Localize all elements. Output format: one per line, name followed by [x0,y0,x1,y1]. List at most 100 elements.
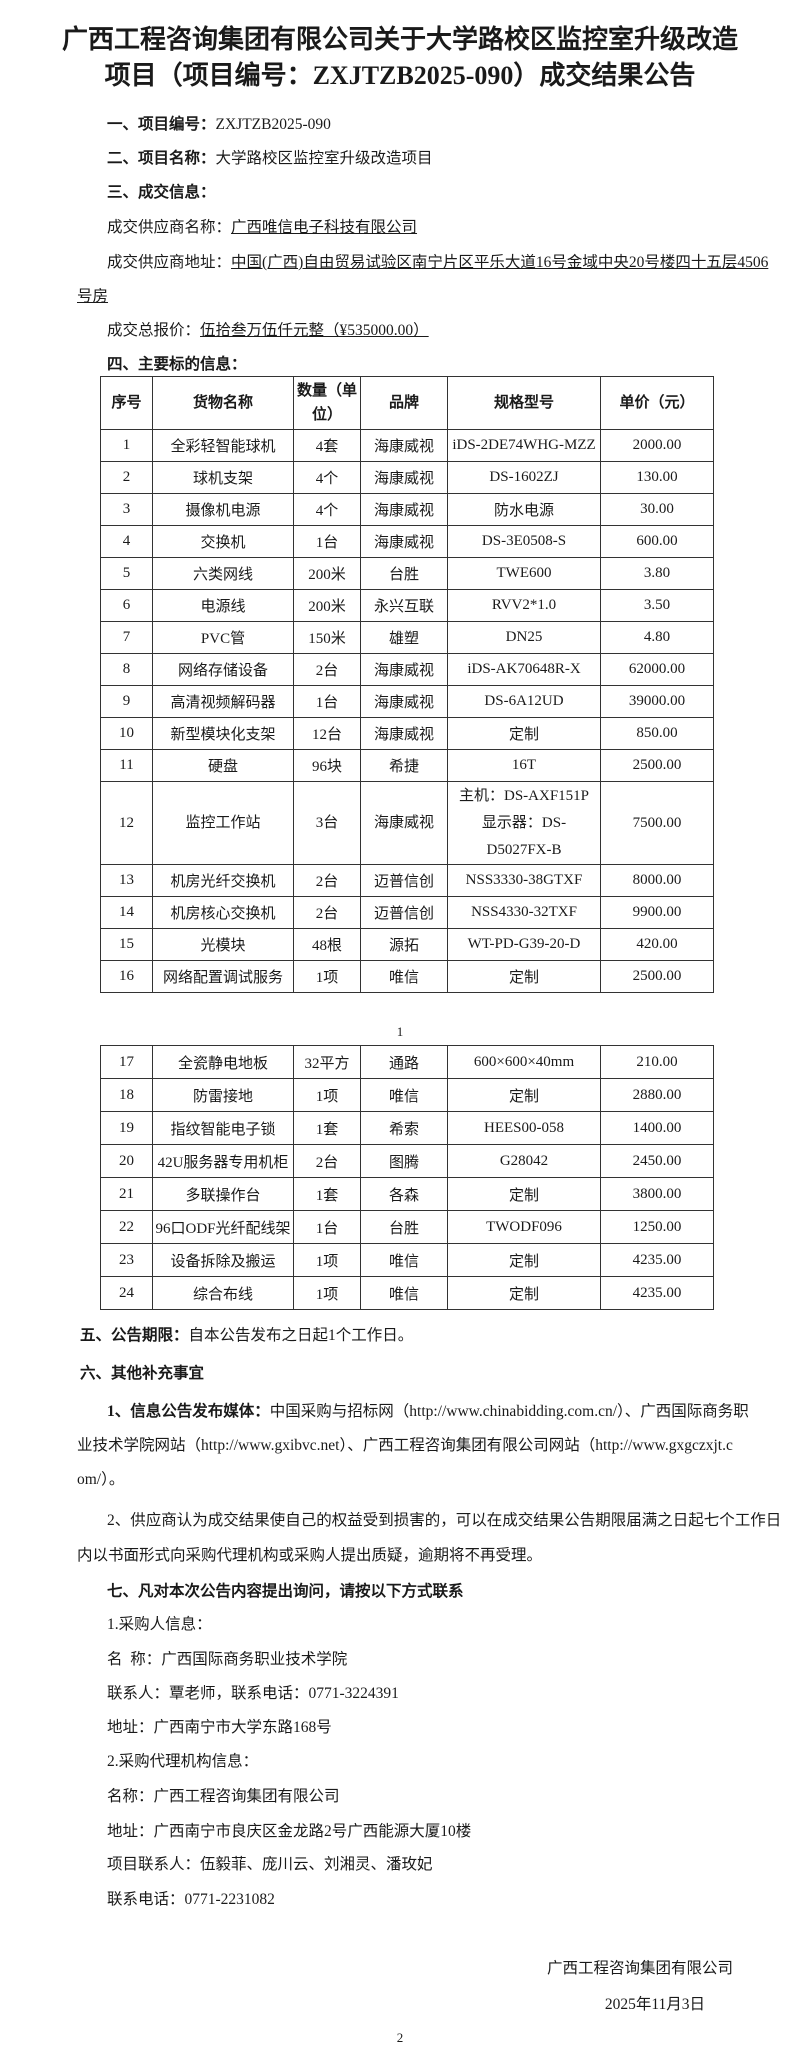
row-number-cell: 23 [100,1243,153,1277]
main-items-heading: 四、主要标的信息： [107,356,247,373]
model-cell: DS-6A12UD [447,685,601,718]
unit-price-cell: 4235.00 [600,1243,714,1277]
buyer-contact: 联系人：覃老师，联系电话：0771-3224391 [107,1685,399,1702]
item-name-cell: 全彩轻智能球机 [152,429,294,462]
items-table-page1: 序号 货物名称 数量（单位） 品牌 规格型号 单价（元） 1 全彩轻智能球机 4套 海康威视 iD… [100,376,714,993]
brand-cell: 永兴互联 [360,589,448,622]
quantity-cell: 4个 [293,493,361,526]
unit-price-cell: 2000.00 [600,429,714,462]
media-label: 1、信息公告发布媒体： [107,1403,270,1420]
model-cell: WT-PD-G39-20-D [447,928,601,961]
model-cell: 主机：DS-AXF151P 显示器：DS-D5027FX-B [447,781,601,865]
quantity-cell: 150米 [293,621,361,654]
signature-date: 2025年11月3日 [604,1996,705,2013]
project-number-label: 一、项目编号： [107,116,216,133]
other-matters-heading: 六、其他补充事宜 [80,1365,205,1382]
item-name-cell: 监控工作站 [152,781,294,865]
unit-price-cell: 420.00 [600,928,714,961]
table-row: 1 全彩轻智能球机 4套 海康威视 iDS-2DE74WHG-MZZ 2000.00 [100,429,714,462]
item-name-cell: 新型模块化支架 [152,717,294,750]
supplier-address-label: 成交供应商地址： [107,254,232,271]
quantity-cell: 1台 [293,1210,361,1244]
table-row: 22 96口ODF光纤配线架 1台 台胜 TWODF096 1250.00 [100,1210,714,1244]
brand-cell: 源拓 [360,928,448,961]
row-number-cell: 12 [100,781,153,865]
page-title: 广西工程咨询集团有限公司关于大学路校区监控室升级改造项目（项目编号：ZXJTZB… [61,25,738,90]
table-row: 4 交换机 1台 海康威视 DS-3E0508-S 600.00 [100,525,714,558]
column-header: 货物名称 [152,376,294,430]
item-name-cell: 高清视频解码器 [152,685,294,718]
table-row: 7 PVC管 150米 雄塑 DN25 4.80 [100,621,714,654]
table-row: 24 综合布线 1项 唯信 定制 4235.00 [100,1276,714,1310]
quantity-cell: 200米 [293,589,361,622]
unit-price-cell: 130.00 [600,461,714,494]
model-cell: 定制 [447,1078,601,1112]
objection-line-2: 内以书面形式向采购代理机构或采购人提出质疑，逾期将不再受理。 [77,1547,543,1564]
brand-cell: 唯信 [360,1243,448,1277]
brand-cell: 海康威视 [360,429,448,462]
page-number: 2 [396,2030,404,2045]
table-row: 9 高清视频解码器 1台 海康威视 DS-6A12UD 39000.00 [100,685,714,718]
brand-cell: 图腾 [360,1144,448,1178]
item-name-cell: 网络配置调试服务 [152,960,294,993]
item-name-cell: 机房核心交换机 [152,896,294,929]
brand-cell: 海康威视 [360,493,448,526]
total-price-value: 伍拾叁万伍仟元整（¥535000.00） [200,322,429,339]
row-number-cell: 9 [100,685,153,718]
row-number-cell: 5 [100,557,153,590]
quantity-cell: 1项 [293,1078,361,1112]
brand-cell: 唯信 [360,960,448,993]
quantity-cell: 2台 [293,896,361,929]
table-row: 19 指纹智能电子锁 1套 希索 HEES00-058 1400.00 [100,1111,714,1145]
quantity-cell: 1套 [293,1177,361,1211]
quantity-cell: 2台 [293,1144,361,1178]
unit-price-cell: 3.50 [600,589,714,622]
brand-cell: 台胜 [360,1210,448,1244]
brand-cell: 海康威视 [360,717,448,750]
buyer-address: 地址：广西南宁市大学东路168号 [107,1719,332,1736]
item-name-cell: PVC管 [152,621,294,654]
row-number-cell: 8 [100,653,153,686]
supplier-address: 成交供应商地址：中国(广西)自由贸易试验区南宁片区平乐大道16号金域中央20号楼… [107,250,768,272]
unit-price-cell: 1400.00 [600,1111,714,1145]
quantity-cell: 3台 [293,781,361,865]
item-name-cell: 光模块 [152,928,294,961]
item-name-cell: 96口ODF光纤配线架 [152,1210,294,1244]
notice-period-value: 自本公告发布之日起1个工作日。 [188,1327,414,1344]
model-cell: G28042 [447,1144,601,1178]
row-number-cell: 18 [100,1078,153,1112]
table-row: 11 硬盘 96块 希捷 16T 2500.00 [100,749,714,782]
notice-period: 五、公告期限：自本公告发布之日起1个工作日。 [80,1323,413,1345]
row-number-cell: 13 [100,864,153,897]
item-name-cell: 硬盘 [152,749,294,782]
model-cell: 600×600×40mm [447,1045,601,1079]
table-row: 8 网络存储设备 2台 海康威视 iDS-AK70648R-X 62000.00 [100,653,714,686]
column-header: 序号 [100,376,153,430]
brand-cell: 各森 [360,1177,448,1211]
model-cell: 定制 [447,717,601,750]
quantity-cell: 1台 [293,685,361,718]
signature-company: 广西工程咨询集团有限公司 [546,1960,733,1977]
item-name-cell: 电源线 [152,589,294,622]
item-name-cell: 防雷接地 [152,1078,294,1112]
media-text: 中国采购与招标网（http://www.chinabidding.com.cn/… [269,1403,749,1420]
page-number: 1 [396,1024,404,1039]
supplier-address-value: 中国(广西)自由贸易试验区南宁片区平乐大道16号金域中央20号楼四十五层4506 [231,254,769,271]
unit-price-cell: 30.00 [600,493,714,526]
row-number-cell: 19 [100,1111,153,1145]
column-header: 单价（元） [600,376,714,430]
agent-address: 地址：广西南宁市良庆区金龙路2号广西能源大厦10楼 [107,1823,472,1840]
row-number-cell: 7 [100,621,153,654]
row-number-cell: 22 [100,1210,153,1244]
row-number-cell: 1 [100,429,153,462]
model-cell: DN25 [447,621,601,654]
unit-price-cell: 2500.00 [600,960,714,993]
quantity-cell: 1套 [293,1111,361,1145]
row-number-cell: 11 [100,749,153,782]
total-price-label: 成交总报价： [107,322,201,339]
unit-price-cell: 9900.00 [600,896,714,929]
quantity-cell: 1项 [293,1276,361,1310]
table-header: 序号 货物名称 数量（单位） 品牌 规格型号 单价（元） [100,376,714,430]
brand-cell: 海康威视 [360,525,448,558]
row-number-cell: 2 [100,461,153,494]
